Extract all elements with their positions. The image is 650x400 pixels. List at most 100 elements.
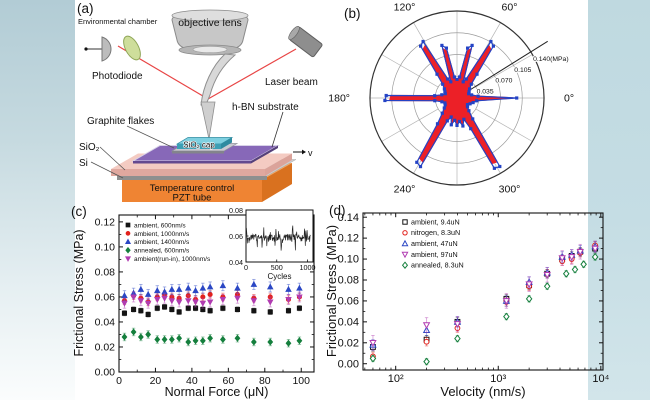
temperature-control-label: Temperature control — [150, 183, 234, 194]
focusing-lens-icon — [123, 35, 141, 61]
svg-text:0.04: 0.04 — [229, 258, 243, 267]
svg-text:10²: 10² — [388, 373, 404, 385]
series-3 — [121, 278, 303, 302]
photodiode-label: Photodiode — [92, 71, 143, 82]
svg-text:ambient, 1400nm/s: ambient, 1400nm/s — [134, 239, 190, 246]
svg-text:Cycles: Cycles — [267, 272, 291, 281]
pzt-side-face — [262, 163, 292, 202]
svg-text:0.070: 0.070 — [495, 78, 512, 85]
svg-text:0.04: 0.04 — [95, 317, 116, 329]
svg-text:80: 80 — [259, 375, 271, 387]
sio2-cap-front — [177, 144, 221, 149]
svg-text:ambient(run-in), 1000nm/s: ambient(run-in), 1000nm/s — [134, 256, 211, 263]
panel-a-schematic: Environmental chamber objective lens Pho… — [78, 9, 323, 204]
svg-text:500: 500 — [271, 263, 283, 272]
svg-text:0.105: 0.105 — [514, 67, 531, 74]
background-band-left — [0, 0, 75, 400]
svg-text:0.04: 0.04 — [338, 316, 359, 328]
laser-beam-label: Laser beam — [265, 77, 318, 88]
sio2-layer-side — [265, 153, 292, 176]
inset-trace — [245, 225, 311, 251]
svg-text:40: 40 — [186, 375, 198, 387]
background-band-right — [588, 0, 650, 400]
laser-beam-incident — [207, 48, 297, 100]
svg-text:Velocity (nm/s): Velocity (nm/s) — [440, 384, 525, 399]
si-label: Si — [79, 158, 88, 169]
laser-source — [288, 26, 323, 58]
photodiode-terminal — [84, 47, 88, 51]
svg-text:0: 0 — [116, 375, 122, 387]
svg-text:0.08: 0.08 — [338, 275, 359, 287]
series-5 — [369, 252, 599, 366]
svg-text:ambient, 47uN: ambient, 47uN — [411, 239, 458, 248]
svg-text:100: 100 — [292, 375, 310, 387]
panel-c-label: (c) — [71, 204, 87, 219]
panel-d-scatter-chart: 0.00 0.02 0.04 0.06 0.08 0.10 0.12 0.14 10² 10³ 10… — [325, 212, 610, 399]
hbn-leader — [271, 111, 284, 148]
svg-text:300°: 300° — [499, 183, 521, 195]
polar-plot: 0° 60° 120° 180° 240° 300° 0.0350.0700.1050.14… — [328, 2, 574, 196]
velocity-label: v — [308, 148, 313, 158]
svg-text:20: 20 — [150, 375, 162, 387]
panel-c-inset: 0.08 0.06 0.040 500 1000 Cycles — [229, 206, 315, 281]
pzt-tube-label: PZT tube — [173, 193, 212, 204]
si-layer-front — [117, 176, 267, 180]
svg-text:0.06: 0.06 — [229, 232, 243, 241]
sio2-leader — [99, 146, 126, 171]
svg-text:annealed, 8.3uN: annealed, 8.3uN — [411, 261, 464, 270]
sio2-cap-label: SiO₂ cap — [183, 141, 215, 150]
series-4 — [369, 240, 599, 351]
svg-text:0.035: 0.035 — [477, 89, 494, 96]
probe-tip — [200, 101, 216, 140]
objective-lens-top — [171, 9, 249, 22]
svg-text:Normal Force (μN): Normal Force (μN) — [165, 385, 269, 399]
pzt-front-face — [122, 180, 262, 202]
si-leader — [90, 161, 124, 179]
svg-text:10³: 10³ — [490, 373, 506, 385]
laser-source-exit — [288, 26, 300, 40]
svg-text:ambient, 600nm/s: ambient, 600nm/s — [134, 222, 186, 229]
svg-text:0.10: 0.10 — [95, 242, 116, 254]
svg-text:nitrogen, 8.3uN: nitrogen, 8.3uN — [411, 228, 460, 237]
svg-text:annealed, 600nm/s: annealed, 600nm/s — [134, 248, 190, 255]
svg-text:0.00: 0.00 — [95, 367, 116, 379]
svg-text:0.02: 0.02 — [95, 342, 116, 354]
svg-text:0°: 0° — [564, 93, 574, 105]
panel-b-label: (b) — [344, 6, 361, 21]
objective-lens-aperture — [192, 45, 228, 53]
svg-text:0.08: 0.08 — [95, 267, 116, 279]
panel-b-polar-chart: 0° 60° 120° 180° 240° 300° 0.0350.0700.1050.14… — [328, 2, 574, 196]
svg-text:0.140(MPa): 0.140(MPa) — [533, 56, 569, 63]
blue-line-series — [384, 40, 518, 169]
panel-a-label: (a) — [77, 1, 94, 16]
series-5 — [121, 291, 303, 309]
svg-text:0.12: 0.12 — [95, 216, 116, 228]
svg-text:0: 0 — [244, 263, 248, 272]
svg-text:0.10: 0.10 — [338, 254, 359, 266]
svg-text:1000: 1000 — [299, 263, 315, 272]
graphite-flakes-leader — [126, 125, 175, 149]
panel-d-label: (d) — [329, 203, 346, 218]
sio2-layer-front — [111, 169, 265, 176]
panel-c-scatter-chart: 0.00 0.02 0.04 0.06 0.08 0.10 0.12 0 20 40 60 80 100… — [72, 206, 315, 399]
svg-text:0.14: 0.14 — [338, 212, 359, 224]
hbn-substrate-side — [251, 145, 278, 164]
photodiode-body — [101, 36, 112, 62]
svg-text:120°: 120° — [394, 2, 416, 14]
svg-text:ambient, 9.4uN: ambient, 9.4uN — [411, 217, 460, 226]
svg-text:0.02: 0.02 — [338, 337, 359, 349]
svg-text:0.00: 0.00 — [338, 358, 359, 370]
cantilever — [200, 53, 237, 108]
svg-text:Frictional Stress (MPa): Frictional Stress (MPa) — [72, 229, 86, 356]
objective-lens-label: objective lens — [178, 17, 242, 29]
plot-panel-d: 0.00 0.02 0.04 0.06 0.08 0.10 0.12 0.14 10² 10³ 10… — [325, 212, 610, 399]
svg-text:ambient, 97uN: ambient, 97uN — [411, 250, 458, 259]
svg-text:0.06: 0.06 — [95, 292, 116, 304]
hbn-substrate-front — [133, 161, 251, 164]
svg-text:180°: 180° — [328, 93, 350, 105]
graphite-flake-front — [172, 151, 224, 154]
svg-text:0.06: 0.06 — [338, 296, 359, 308]
legend: ambient, 9.4uN nitrogen, 8.3uN ambient, 47… — [401, 217, 464, 270]
